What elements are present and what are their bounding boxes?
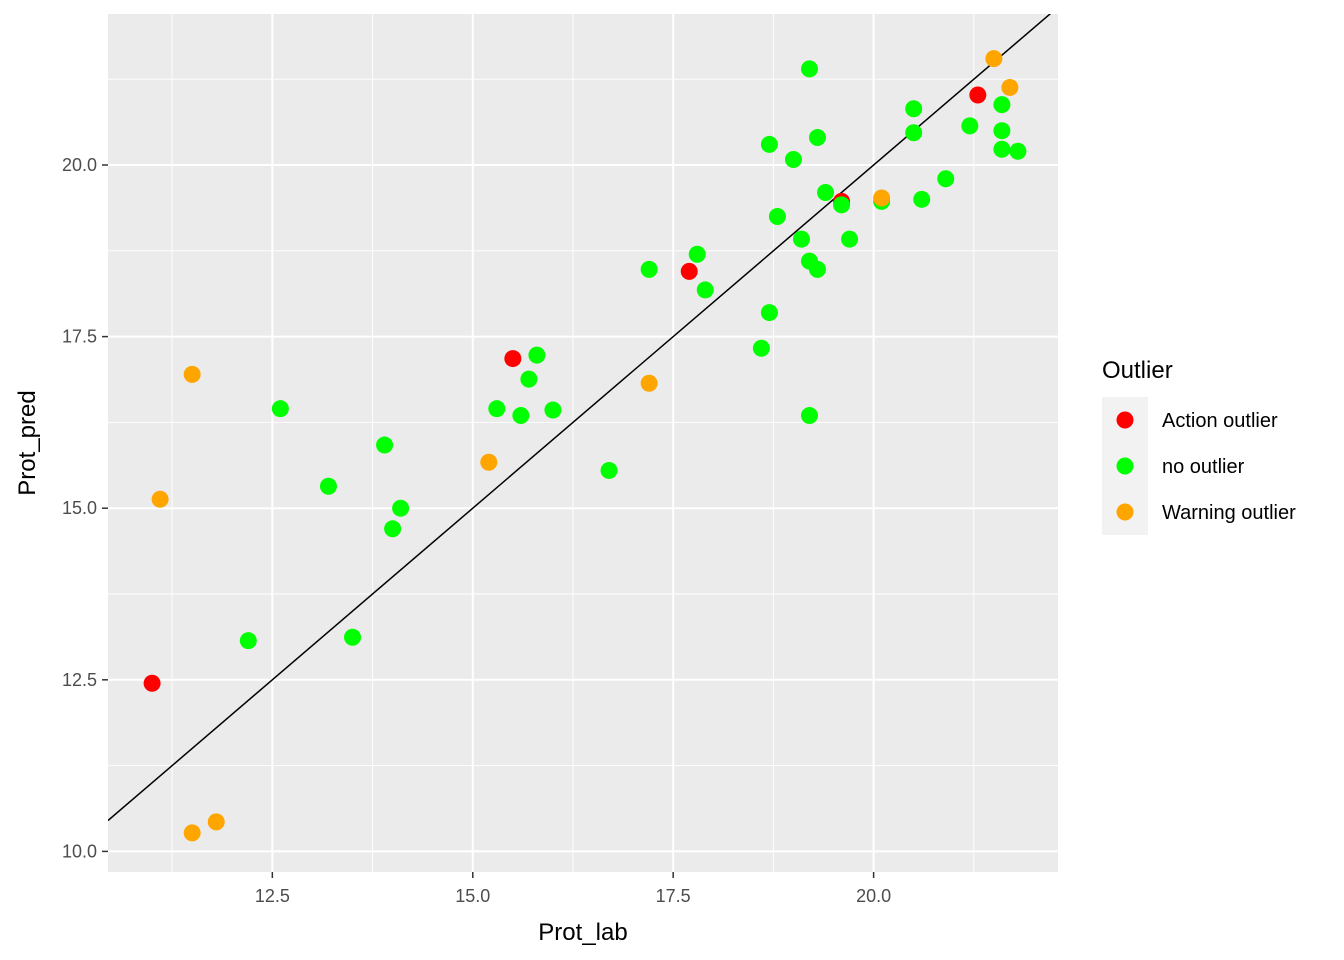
reference-line-layer	[108, 14, 1052, 822]
point-no-outlier	[319, 477, 337, 495]
point-no-outlier	[520, 370, 538, 388]
point-no-outlier	[544, 401, 562, 419]
point-no-outlier	[905, 100, 923, 118]
x-tick-label: 12.5	[255, 886, 290, 906]
point-warning-outlier	[183, 824, 201, 842]
y-tick-label: 10.0	[62, 841, 97, 861]
point-no-outlier	[688, 245, 706, 263]
point-no-outlier	[344, 628, 362, 646]
point-no-outlier	[768, 207, 786, 225]
x-axis-ticks: 12.5 15.0 17.5 20.0	[255, 872, 891, 906]
legend-label-no-outlier: no outlier	[1162, 456, 1245, 478]
point-no-outlier	[239, 632, 257, 650]
x-tick-label: 15.0	[455, 886, 490, 906]
y-tick-label: 17.5	[62, 327, 97, 347]
legend-title: Outlier	[1102, 357, 1173, 384]
legend-entries: Action outlier no outlier Warning outlier	[1116, 410, 1296, 524]
point-no-outlier	[833, 196, 851, 214]
panel-background	[108, 14, 1058, 872]
point-warning-outlier	[873, 189, 891, 207]
y-axis-ticks: 10.0 12.5 15.0 17.5 20.0	[62, 155, 108, 861]
legend-key-no-outlier	[1116, 457, 1134, 475]
point-no-outlier	[792, 230, 810, 248]
point-warning-outlier	[207, 813, 225, 831]
x-axis-title: Prot_lab	[538, 919, 627, 946]
grid-minor	[108, 14, 1058, 872]
y-tick-label: 12.5	[62, 670, 97, 690]
point-no-outlier	[376, 436, 394, 454]
y-tick-label: 20.0	[62, 155, 97, 175]
point-no-outlier	[271, 400, 289, 418]
point-no-outlier	[640, 260, 658, 278]
point-no-outlier	[800, 60, 818, 78]
point-warning-outlier	[1001, 78, 1019, 96]
point-warning-outlier	[480, 453, 498, 471]
legend-key-action-outlier	[1116, 411, 1134, 429]
legend: Outlier Action outlier no outlier Warning …	[1102, 357, 1296, 535]
y-tick-label: 15.0	[62, 498, 97, 518]
point-no-outlier	[808, 129, 826, 147]
point-no-outlier	[760, 304, 778, 322]
x-tick-label: 20.0	[856, 886, 891, 906]
point-action-outlier	[504, 350, 522, 368]
point-action-outlier	[143, 674, 161, 692]
point-no-outlier	[696, 281, 714, 299]
legend-label-warning-outlier: Warning outlier	[1162, 502, 1296, 524]
points-layer	[143, 50, 1027, 842]
point-warning-outlier	[183, 365, 201, 383]
grid-major	[108, 14, 1058, 872]
point-warning-outlier	[151, 490, 169, 508]
point-no-outlier	[913, 190, 931, 208]
point-no-outlier	[993, 96, 1011, 114]
point-action-outlier	[680, 262, 698, 280]
point-no-outlier	[937, 170, 955, 188]
point-warning-outlier	[985, 50, 1003, 68]
point-no-outlier	[961, 117, 979, 135]
y-axis-title: Prot_pred	[14, 390, 41, 495]
legend-label-action-outlier: Action outlier	[1162, 410, 1278, 432]
point-no-outlier	[800, 407, 818, 425]
point-no-outlier	[488, 400, 506, 418]
point-no-outlier	[384, 520, 402, 538]
point-action-outlier	[969, 86, 987, 104]
point-no-outlier	[993, 140, 1011, 158]
point-no-outlier	[600, 461, 618, 479]
point-no-outlier	[392, 499, 410, 517]
point-no-outlier	[752, 339, 770, 357]
point-no-outlier	[817, 183, 835, 201]
point-warning-outlier	[640, 374, 658, 392]
point-no-outlier	[528, 346, 546, 364]
reference-line	[108, 14, 1052, 822]
point-no-outlier	[784, 151, 802, 169]
point-no-outlier	[905, 124, 923, 142]
point-no-outlier	[993, 122, 1011, 140]
point-no-outlier	[1009, 142, 1027, 160]
point-no-outlier	[760, 135, 778, 153]
point-no-outlier	[841, 230, 859, 248]
x-tick-label: 17.5	[656, 886, 691, 906]
legend-key-warning-outlier	[1116, 503, 1134, 521]
point-no-outlier	[808, 260, 826, 278]
point-no-outlier	[512, 407, 530, 425]
